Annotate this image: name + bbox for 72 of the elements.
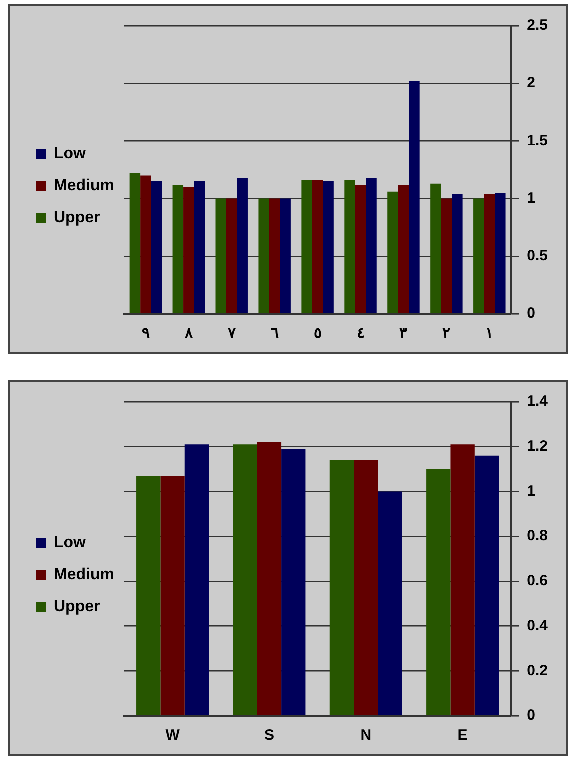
legend-label: Low — [54, 534, 87, 552]
y-tick-label: 0 — [527, 707, 536, 724]
x-tick-label: E — [458, 727, 468, 744]
bar — [323, 182, 334, 314]
bar — [258, 198, 270, 314]
bar — [426, 469, 451, 716]
bar — [484, 194, 496, 314]
bar — [282, 449, 306, 716]
bar — [354, 460, 378, 716]
x-tick-label: ٦ — [270, 325, 279, 342]
bar — [474, 198, 484, 314]
legend-label: Upper — [54, 598, 100, 616]
bar — [344, 180, 356, 314]
bar — [474, 456, 500, 716]
y-tick-label: 1 — [527, 482, 536, 500]
bar — [130, 173, 141, 314]
bar — [226, 198, 238, 314]
y-tick-label: 1.5 — [527, 132, 548, 150]
y-tick-label: 0 — [527, 305, 536, 322]
x-tick-label: ١ — [486, 325, 494, 342]
y-tick-label: 1.2 — [527, 438, 548, 455]
bar — [257, 442, 282, 716]
bar — [184, 187, 194, 314]
x-tick-label: ٤ — [356, 325, 365, 342]
bar — [388, 192, 398, 314]
legend-label: Low — [54, 145, 87, 162]
bar — [330, 460, 354, 716]
bar — [398, 184, 410, 314]
bar — [184, 444, 210, 716]
bar — [172, 184, 184, 314]
x-tick-label: W — [166, 727, 181, 744]
x-tick-label: ٩ — [142, 325, 150, 342]
bar — [378, 492, 402, 716]
x-tick-label: ٧ — [226, 325, 237, 342]
bar — [366, 178, 377, 314]
y-tick-label: 0.5 — [527, 248, 548, 265]
bar — [312, 180, 324, 314]
bar — [151, 182, 162, 314]
legend-label: Medium — [54, 177, 114, 194]
bar — [136, 476, 161, 716]
bar — [194, 182, 206, 314]
bar — [302, 180, 312, 314]
x-tick-label: ٥ — [314, 325, 322, 342]
bar — [452, 194, 463, 314]
bar — [140, 176, 152, 314]
y-tick-label: 0.8 — [527, 528, 548, 545]
bar — [495, 193, 506, 314]
y-tick-label: 1 — [527, 190, 536, 207]
bar — [280, 198, 291, 314]
bar — [450, 444, 475, 716]
y-tick-label: 2.5 — [527, 17, 548, 34]
x-tick-label: ٨ — [184, 325, 194, 342]
y-tick-label: 1.4 — [527, 393, 549, 410]
bar — [355, 184, 366, 314]
legend-label: Upper — [54, 209, 100, 226]
y-tick-label: 0.6 — [527, 572, 548, 590]
y-tick-label: 2 — [527, 74, 536, 92]
bar — [237, 178, 248, 314]
y-tick-label: 0.4 — [527, 617, 549, 634]
bar — [409, 81, 420, 314]
y-tick-label: 0.2 — [527, 662, 548, 680]
legend-label: Medium — [54, 566, 114, 584]
bar — [233, 444, 258, 716]
bar — [216, 198, 226, 314]
x-tick-label: ٣ — [400, 325, 408, 342]
x-tick-label: N — [360, 727, 372, 744]
x-tick-label: S — [264, 727, 274, 744]
bar — [269, 198, 280, 314]
bar — [430, 184, 442, 314]
bar — [441, 198, 452, 314]
x-tick-label: ٢ — [442, 325, 451, 342]
bar — [160, 476, 185, 716]
